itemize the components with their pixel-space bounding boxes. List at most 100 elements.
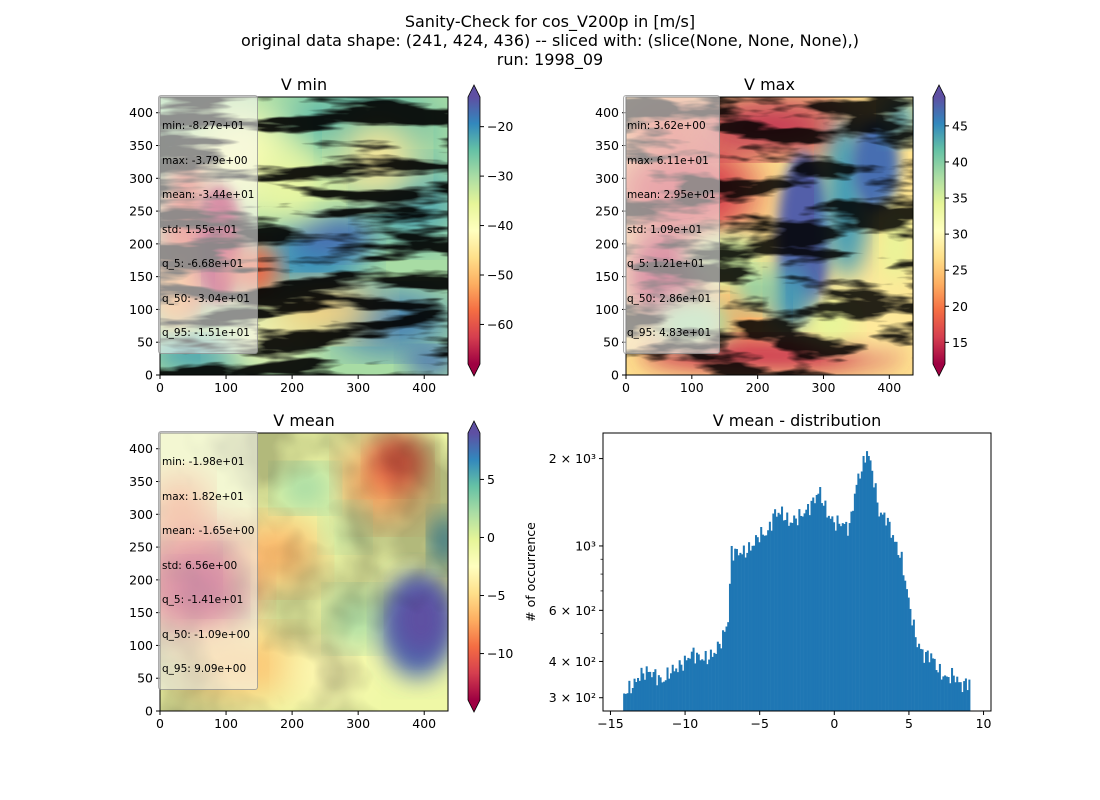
histogram-bar — [839, 526, 843, 711]
histogram-bar — [841, 523, 844, 711]
histogram-bar — [725, 626, 728, 711]
histogram-bar — [808, 515, 811, 711]
colorbar-tick-label: 0 — [487, 530, 495, 545]
y-tick-label: 0 — [145, 368, 153, 383]
x-tick-label: 300 — [346, 380, 370, 395]
histogram-bar — [687, 657, 690, 711]
histogram-bar — [902, 575, 905, 711]
histogram-bar — [713, 652, 716, 711]
colorbar-tick-label: −10 — [487, 646, 513, 661]
stats-line: mean: 2.95e+01 — [627, 189, 716, 201]
histogram-bar — [661, 682, 664, 711]
histogram-bar — [793, 515, 796, 711]
histogram-bar — [963, 681, 966, 711]
y-tick-label: 50 — [137, 671, 153, 686]
histogram-bar — [853, 493, 856, 711]
x-tick-label: 100 — [680, 380, 704, 395]
histogram-bar — [623, 693, 626, 711]
histogram-bar — [966, 690, 969, 711]
hist-y-tick-label: 2 × 10³ — [549, 451, 596, 466]
y-tick-label: 200 — [129, 236, 153, 251]
hist-y-tick-label: 6 × 10² — [549, 603, 596, 618]
y-tick-label: 100 — [595, 302, 619, 317]
histogram-bar — [805, 509, 808, 711]
hist-y-tick-label: 3 × 10² — [549, 690, 596, 705]
y-tick-label: 200 — [129, 572, 153, 587]
histogram-bar — [654, 669, 657, 711]
histogram-bar — [879, 512, 882, 711]
histogram-bar — [697, 654, 700, 711]
histogram-bar — [848, 523, 851, 711]
hist-x-tick-label: 5 — [905, 716, 913, 731]
colorbar-extend-max — [468, 421, 480, 433]
histogram-bar — [770, 530, 773, 711]
histogram-bar — [928, 662, 931, 711]
histogram-bar — [827, 515, 830, 711]
histogram-bar — [876, 502, 879, 711]
histogram-bar — [671, 664, 674, 711]
histogram-bar — [905, 589, 908, 711]
histogram-bar — [737, 555, 740, 711]
histogram-bar — [741, 554, 744, 711]
histogram-bar — [685, 660, 688, 711]
panel-title: V min — [281, 75, 327, 94]
suptitle-line-1: Sanity-Check for cos_V200p in [m/s] — [404, 12, 696, 31]
histogram-bar — [897, 555, 900, 711]
histogram-bar — [709, 649, 712, 711]
histogram-bar — [635, 682, 638, 711]
histogram-bar — [786, 512, 789, 711]
histogram-bar — [926, 650, 929, 711]
histogram-bar — [801, 516, 804, 711]
histogram-bar — [807, 504, 810, 711]
stats-line: max: 6.11e+01 — [627, 154, 709, 167]
stats-line: q_50: 2.86e+01 — [627, 292, 712, 305]
histogram-bar — [692, 647, 695, 711]
histogram-bar — [919, 648, 922, 711]
histogram-bar — [852, 510, 855, 711]
hist-x-tick-label: −5 — [750, 716, 768, 731]
y-tick-label: 300 — [129, 171, 153, 186]
y-tick-label: 350 — [129, 138, 153, 153]
colorbar-extend-min — [468, 700, 480, 712]
x-tick-label: 400 — [412, 380, 436, 395]
histogram-bar — [760, 527, 763, 711]
suptitle-line-3: run: 1998_09 — [496, 50, 604, 69]
y-tick-label: 50 — [137, 335, 153, 350]
histogram-bar — [701, 659, 704, 711]
histogram-bar — [689, 658, 692, 711]
histogram-bar — [754, 535, 758, 711]
hist-x-tick-label: 10 — [976, 716, 992, 731]
histogram-bar — [911, 625, 914, 711]
histogram-bar — [694, 663, 697, 711]
histogram-bar — [782, 520, 785, 711]
histogram-bar — [633, 678, 636, 711]
histogram-bar — [898, 557, 902, 711]
histogram-bar — [744, 557, 747, 711]
histogram-bar — [810, 500, 813, 711]
histogram-bars — [623, 451, 971, 711]
histogram-bar — [817, 493, 820, 711]
hist-y-tick-label: 10³ — [575, 538, 596, 553]
histogram-bar — [964, 678, 967, 711]
histogram-bar — [833, 522, 836, 711]
colorbar-tick-label: 25 — [952, 263, 968, 278]
stats-line: q_95: 9.09e+00 — [162, 663, 247, 675]
histogram-bar — [909, 608, 912, 711]
histogram-bar — [930, 653, 933, 711]
histogram-bar — [845, 521, 848, 711]
histogram-bar — [638, 680, 641, 711]
hist-x-tick-label: 0 — [830, 716, 838, 731]
histogram-bar — [642, 673, 645, 711]
y-tick-label: 300 — [129, 507, 153, 522]
colorbar-outline — [467, 420, 481, 713]
stats-line: std: 1.09e+01 — [627, 223, 703, 236]
histogram-bar — [850, 511, 853, 711]
x-tick-label: 0 — [156, 380, 164, 395]
histogram-bar — [779, 514, 782, 711]
vmin-stats-box: min: -8.27e+01 max: -3.79e+00 mean: -3.4… — [158, 95, 259, 354]
histogram-bar — [699, 660, 702, 711]
histogram-bar — [715, 653, 718, 711]
histogram-bar — [952, 675, 955, 711]
histogram-bar — [735, 549, 738, 711]
y-tick-label: 150 — [129, 269, 153, 284]
